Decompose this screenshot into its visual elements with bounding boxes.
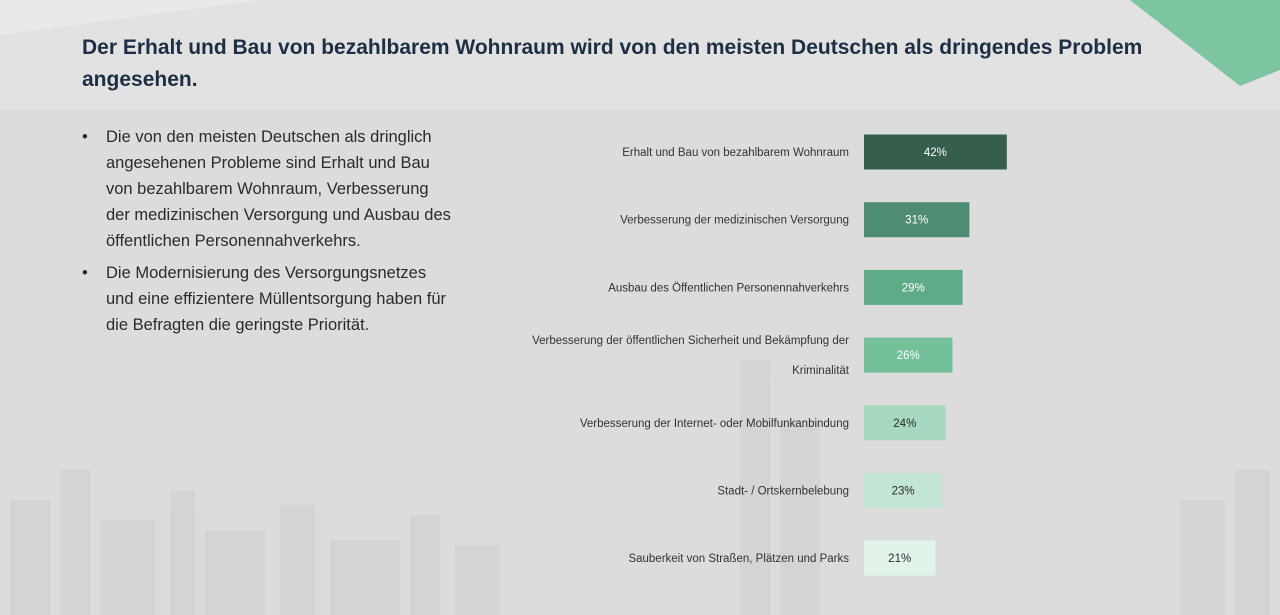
bar: [864, 405, 946, 441]
bar-value-label: 29%: [902, 282, 925, 294]
bar-chart: 42% Erhalt und Bau von bezahlbarem Wohnra…: [532, 134, 1007, 576]
bar: [864, 540, 936, 576]
bar-value-label: 24%: [893, 418, 916, 430]
corner-accent-shape: [1130, 0, 1280, 86]
bar: [864, 473, 943, 508]
category-label: Kriminalität: [792, 365, 850, 377]
bar-value-label: 23%: [892, 486, 915, 498]
bullet-item: Die von den meisten Deutschen als dringl…: [82, 124, 452, 254]
category-label: Stadt- / Ortskernbelebung: [717, 486, 849, 498]
bar: [864, 134, 1007, 170]
category-label: Ausbau des Öffentlichen Personennahverke…: [608, 282, 849, 294]
bar-value-label: 26%: [897, 350, 920, 362]
category-label: Erhalt und Bau von bezahlbarem Wohnraum: [622, 147, 849, 159]
page-title: Der Erhalt und Bau von bezahlbarem Wohnr…: [82, 36, 1143, 91]
bar: [864, 202, 970, 238]
bar-value-label: 42%: [924, 147, 947, 159]
bar: [864, 337, 953, 373]
category-label: Verbesserung der öffentlichen Sicherheit…: [532, 335, 849, 347]
bar-value-label: 21%: [888, 553, 911, 565]
category-label: Sauberkeit von Straßen, Plätzen und Park…: [628, 553, 849, 565]
bar-value-label: 31%: [905, 215, 928, 227]
bullet-item: Die Modernisierung des Versorgungsnetzes…: [82, 260, 452, 338]
category-label: Verbesserung der medizinischen Versorgun…: [620, 215, 849, 227]
bar: [864, 269, 963, 305]
category-label: Verbesserung der Internet- oder Mobilfun…: [580, 418, 849, 430]
bullet-list: Die von den meisten Deutschen als dringl…: [82, 124, 452, 344]
